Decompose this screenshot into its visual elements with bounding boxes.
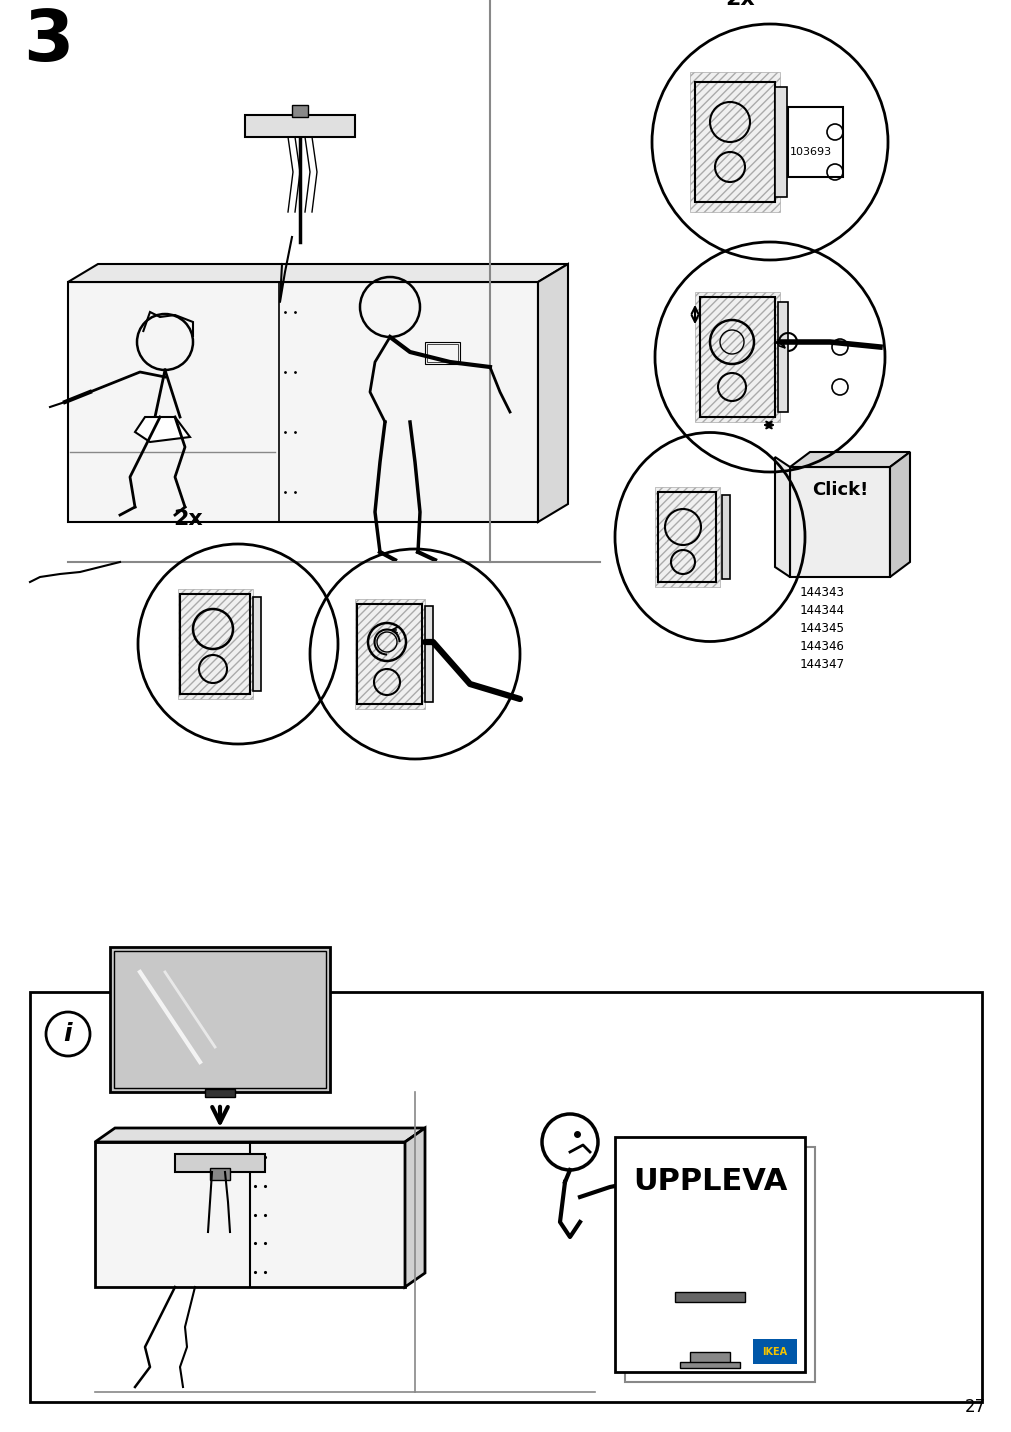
Polygon shape [538, 263, 567, 523]
Text: 144346: 144346 [800, 640, 844, 653]
Polygon shape [774, 457, 790, 577]
Bar [427, 344, 458, 362]
Bar [690, 1352, 729, 1365]
Bar [205, 1088, 235, 1097]
Bar [774, 87, 787, 198]
Bar [654, 487, 719, 587]
Bar [30, 992, 981, 1402]
Bar [657, 493, 716, 581]
Bar [790, 467, 889, 577]
Bar [625, 1147, 814, 1382]
Bar [752, 1339, 797, 1365]
Polygon shape [95, 1128, 425, 1141]
Bar [180, 594, 250, 695]
Bar [777, 302, 788, 412]
Bar [700, 296, 774, 417]
Bar [245, 115, 355, 137]
Bar [68, 282, 538, 523]
Bar [114, 951, 326, 1088]
Bar [175, 1154, 265, 1171]
Bar [178, 589, 253, 699]
Bar [355, 599, 425, 709]
Text: 144347: 144347 [800, 657, 844, 670]
Bar [357, 604, 422, 705]
Bar [788, 107, 842, 178]
Text: Click!: Click! [811, 481, 867, 498]
Polygon shape [134, 417, 190, 442]
Bar [721, 495, 729, 579]
Text: i: i [64, 1022, 72, 1045]
Text: 144345: 144345 [800, 621, 844, 634]
Bar [679, 1362, 739, 1368]
Bar [695, 82, 774, 202]
Text: 3: 3 [23, 7, 73, 76]
Text: 144343: 144343 [800, 586, 844, 599]
Bar [292, 105, 307, 117]
Polygon shape [404, 1128, 425, 1287]
Bar [425, 606, 433, 702]
Text: 27: 27 [963, 1398, 985, 1416]
Text: UPPLEVA: UPPLEVA [632, 1167, 787, 1197]
Bar [95, 1141, 404, 1287]
Bar [674, 1292, 744, 1302]
Bar [615, 1137, 804, 1372]
Bar [690, 72, 779, 212]
Bar [210, 1169, 229, 1180]
Polygon shape [790, 453, 909, 467]
Text: IKEA: IKEA [761, 1348, 787, 1358]
Text: 103693: 103693 [790, 147, 831, 158]
Text: 2x: 2x [725, 0, 754, 9]
Bar [110, 947, 330, 1093]
Text: 144344: 144344 [800, 603, 844, 617]
Polygon shape [68, 263, 567, 282]
Bar [253, 597, 261, 692]
Text: 2x: 2x [173, 508, 202, 528]
Bar [695, 292, 779, 422]
Bar [425, 342, 460, 364]
Polygon shape [889, 453, 909, 577]
